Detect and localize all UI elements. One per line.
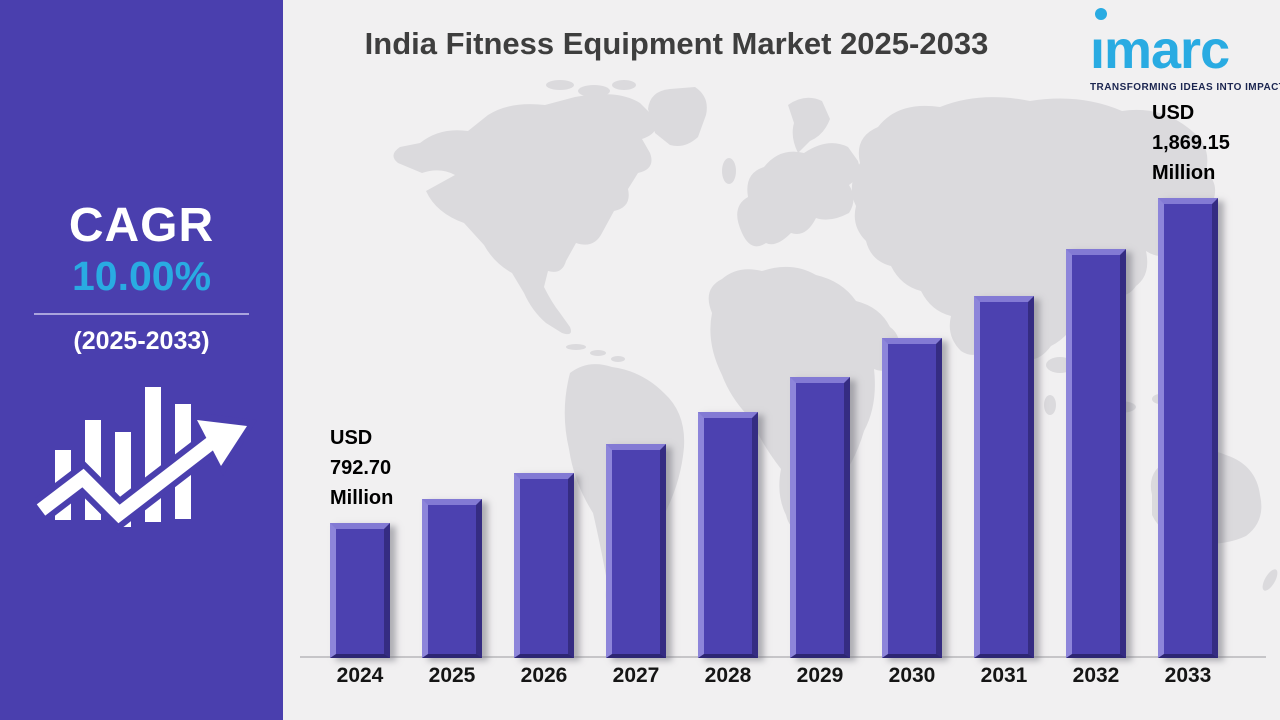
value-label-line: USD bbox=[330, 427, 373, 449]
x-tick-2030: 2030 bbox=[888, 664, 936, 687]
sidebar: CAGR 10.00% (2025-2033) bbox=[0, 0, 283, 720]
bar-2025 bbox=[422, 499, 482, 658]
x-tick-2028: 2028 bbox=[704, 664, 752, 687]
bar-chart: 2024 2025 2026 2027 2028 2029 2030 2031 2032 2033… bbox=[283, 0, 1280, 720]
cagr-divider bbox=[34, 313, 249, 315]
bar-2031 bbox=[974, 296, 1034, 658]
x-tick-2029: 2029 bbox=[796, 664, 844, 687]
bar-2026 bbox=[514, 473, 574, 658]
value-label-line: Million bbox=[1152, 162, 1216, 184]
cagr-label: CAGR bbox=[68, 199, 215, 252]
last-bar-value-label: USD 1,869.15 Million bbox=[1152, 98, 1230, 188]
x-tick-2033: 2033 bbox=[1164, 664, 1212, 687]
value-label-line: 792.70 bbox=[330, 457, 392, 479]
logo-dot-icon bbox=[1095, 8, 1107, 20]
x-tick-2025: 2025 bbox=[428, 664, 476, 687]
bar-2032 bbox=[1066, 249, 1126, 658]
x-tick-2024: 2024 bbox=[336, 664, 384, 687]
x-tick-2027: 2027 bbox=[612, 664, 660, 687]
cagr-period: (2025-2033) bbox=[73, 327, 210, 355]
imarc-logo: ımarc TRANSFORMING IDEAS INTO IMPACT bbox=[1090, 8, 1280, 93]
bar-2029 bbox=[790, 377, 850, 658]
bar-2030 bbox=[882, 338, 942, 658]
value-label-line: 1,869.15 bbox=[1152, 132, 1230, 154]
bar-2027 bbox=[606, 444, 666, 658]
first-bar-value-label: USD 792.70 Million bbox=[330, 423, 393, 513]
bar-chart-up-arrow-icon bbox=[35, 387, 257, 532]
logo-tagline: TRANSFORMING IDEAS INTO IMPACT bbox=[1090, 82, 1280, 93]
bar-2024 bbox=[330, 523, 390, 658]
value-label-line: USD bbox=[1152, 102, 1195, 124]
cagr-block: CAGR 10.00% (2025-2033) bbox=[0, 202, 283, 356]
page-title: India Fitness Equipment Market 2025-2033 bbox=[364, 26, 989, 61]
imarc-wordmark: ımarc bbox=[1090, 20, 1230, 80]
x-tick-2032: 2032 bbox=[1072, 664, 1120, 687]
x-tick-2026: 2026 bbox=[520, 664, 568, 687]
x-axis-line bbox=[300, 656, 1266, 658]
bar-2033 bbox=[1158, 198, 1218, 658]
value-label-line: Million bbox=[330, 487, 394, 509]
x-tick-2031: 2031 bbox=[980, 664, 1028, 687]
chart-panel: India Fitness Equipment Market 2025-2033… bbox=[283, 0, 1280, 720]
bar-2028 bbox=[698, 412, 758, 658]
cagr-value: 10.00% bbox=[71, 253, 212, 299]
